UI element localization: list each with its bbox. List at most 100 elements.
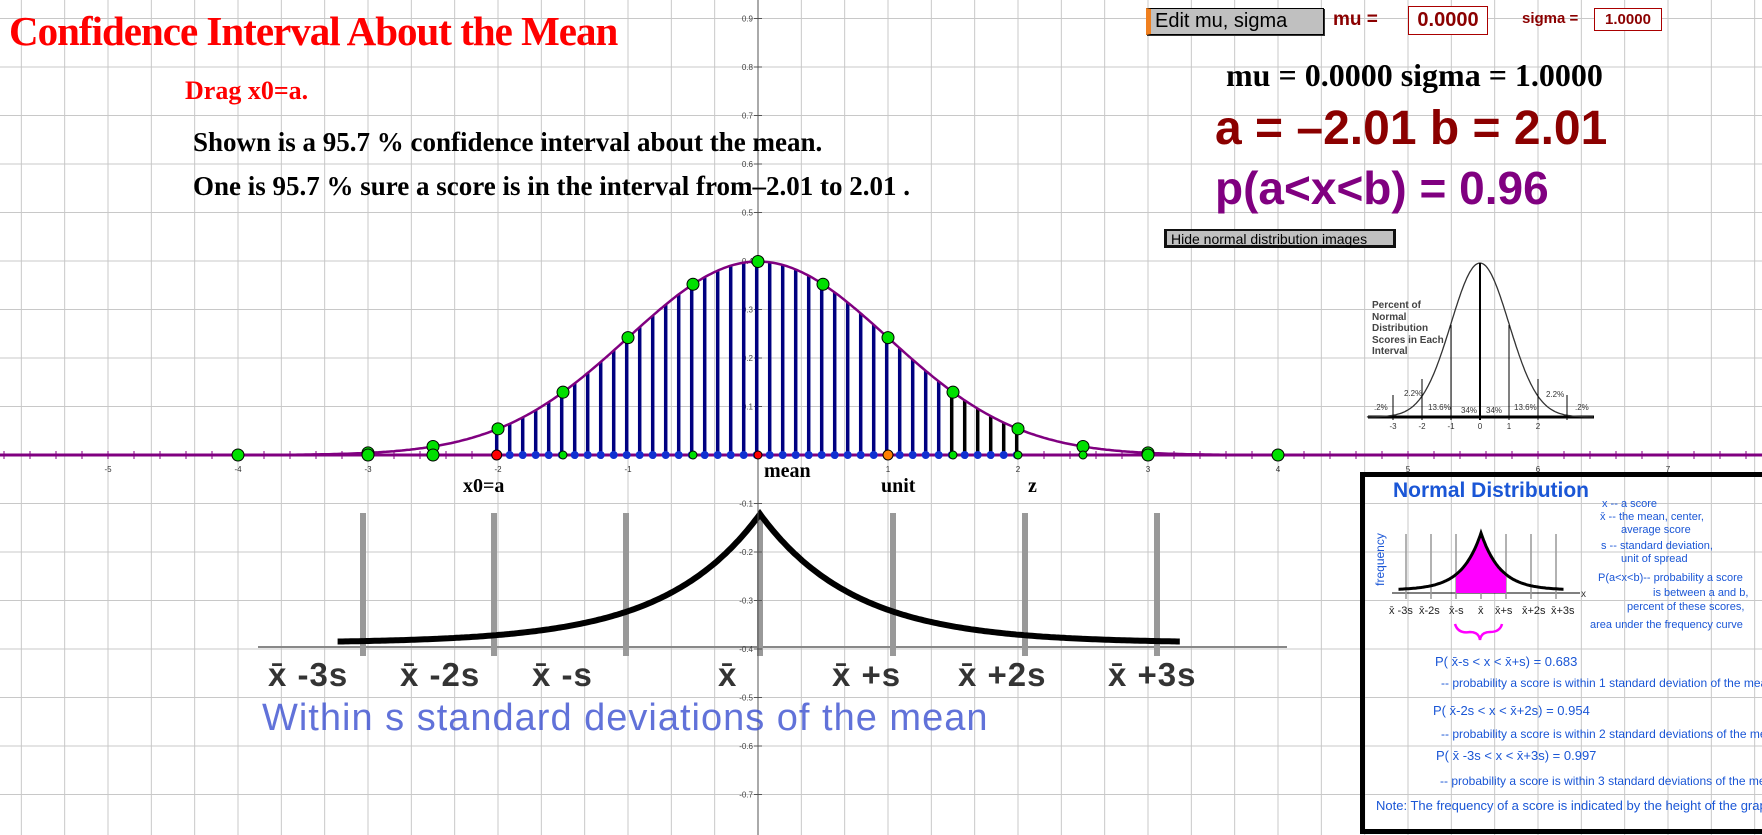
axis-point [688,450,698,460]
heading-line: Normal [1372,311,1407,323]
bar-base-point [778,451,787,459]
sigma-input[interactable]: 1.0000 [1594,8,1662,31]
std-dev-image [258,508,1287,656]
hide-images-button[interactable]: Hide normal distribution images [1164,229,1396,248]
bar-base-point [908,451,917,459]
pct-tick: 1 [1507,422,1512,431]
bar-base-point [531,451,540,459]
bar-base-point [869,451,878,459]
x0-point[interactable] [491,449,503,461]
nd-tick-label: x̄+2s [1522,605,1546,617]
pct-label: 34% [1486,406,1502,415]
bar-base-point [505,451,514,459]
std-label: x̄ [718,656,738,693]
points[interactable] [231,255,1285,462]
y-tick-label: -0.5 [739,694,753,703]
nd-tick-label: x̄-s [1449,605,1464,617]
bar-base-point [713,451,722,459]
within-caption: Within s standard deviations of the mean [262,697,989,739]
std-label: x̄ +3s [1108,656,1197,693]
nd-xlabel: x [1581,589,1586,600]
z-label: z [1028,475,1037,497]
curve-point [556,385,570,399]
bar-base-point [622,451,631,459]
axis-point [1271,448,1285,462]
rule-3-desc: -- probability a score is within 3 stand… [1440,774,1762,788]
x-tick-label: 6 [1536,465,1541,474]
axis-point [231,448,245,462]
pct-label: .2% [1374,403,1388,412]
curve-point [881,331,895,345]
nd-legend-line: x -- a score [1602,498,1658,510]
percent-image: .2% 2.2% 13.6% 34% 34% 13.6% 2.2% .2% -3 -2 -1 0 1 2 [1366,262,1594,431]
axis-point [361,448,375,462]
pct-label: 2.2% [1546,390,1564,399]
bar-base-point [739,451,748,459]
nd-legend-line: x̄ -- the mean, center, [1600,511,1704,523]
bar-base-point [856,451,865,459]
nd-tick-label: x̄+3s [1551,605,1575,617]
heading-line: Percent of [1372,300,1421,311]
bar-base-point [830,451,839,459]
std-label: x̄ -s [532,656,593,693]
std-curve [337,508,1180,645]
nd-shaded-area [1456,533,1506,593]
bar-base-point [817,451,826,459]
pct-tick: -3 [1389,422,1397,431]
bar-base-point [635,451,644,459]
y-tick-label: -0.7 [739,791,753,800]
mu-sigma-readout: mu = 0.0000 sigma = 1.0000 [1226,57,1603,93]
nd-tick-label: x̄-2s [1419,605,1440,617]
nd-curve [1398,528,1564,591]
mu-input[interactable]: 0.0000 [1408,6,1488,35]
axis-point [1141,448,1155,462]
y-tick-label: 0.7 [742,112,754,121]
curve-point [686,277,700,291]
y-tick-label: 0.2 [742,354,754,363]
x-tick-label: 2 [1016,465,1021,474]
heading-line: Distribution [1372,323,1429,334]
bar-base-point [570,451,579,459]
rule-2-formula: P( x̄-2s < x < x̄+2s) = 0.954 [1433,703,1590,718]
curve-point [816,277,830,291]
nd-note: Note: The frequency of a score is indica… [1376,798,1762,813]
curve-point [621,331,635,345]
pct-tick: -1 [1447,422,1455,431]
bar-base-point [895,451,904,459]
bar-base-point [583,451,592,459]
bar-base-point [648,451,657,459]
nd-legend-line: average score [1621,524,1691,536]
rule-2-desc: -- probability a score is within 2 stand… [1441,727,1762,741]
bar-base-point [518,451,527,459]
y-tick-label: 0.5 [742,209,754,218]
nd-legend-line: P(a<x<b)-- probability a score [1598,572,1743,584]
bar-base-point [986,451,995,459]
x0-label: x0=a [463,475,505,497]
axis-point [1078,450,1088,460]
interval-bars [492,261,1021,459]
rule-1-desc: -- probability a score is within 1 stand… [1441,676,1762,690]
bar-base-point [973,451,982,459]
y-tick-label: -0.2 [739,548,753,557]
bar-base-point [804,451,813,459]
y-tick-label: 0.9 [742,15,754,24]
sigma-label: sigma = [1522,10,1579,27]
mu-label: mu = [1333,9,1378,30]
y-tick-label: 0.8 [742,63,754,72]
bar-base-point [609,451,618,459]
std-label: x̄ -3s [268,656,349,693]
instruction: Drag x0=a. [185,76,309,105]
bar-base-point [726,451,735,459]
x-tick-label: -4 [234,465,242,474]
std-label: x̄ +s [832,656,902,693]
bar-base-point [661,451,670,459]
pct-label: .2% [1575,403,1589,412]
unit-point[interactable] [882,449,894,461]
x-tick-label: 4 [1276,465,1281,474]
edit-mu-sigma-button[interactable]: Edit mu, sigma [1146,8,1324,35]
heading-line: Scores in Each [1372,334,1444,346]
axis-point [948,450,958,460]
x-tick-label: -3 [364,465,372,474]
y-tick-label: -0.6 [739,742,753,751]
